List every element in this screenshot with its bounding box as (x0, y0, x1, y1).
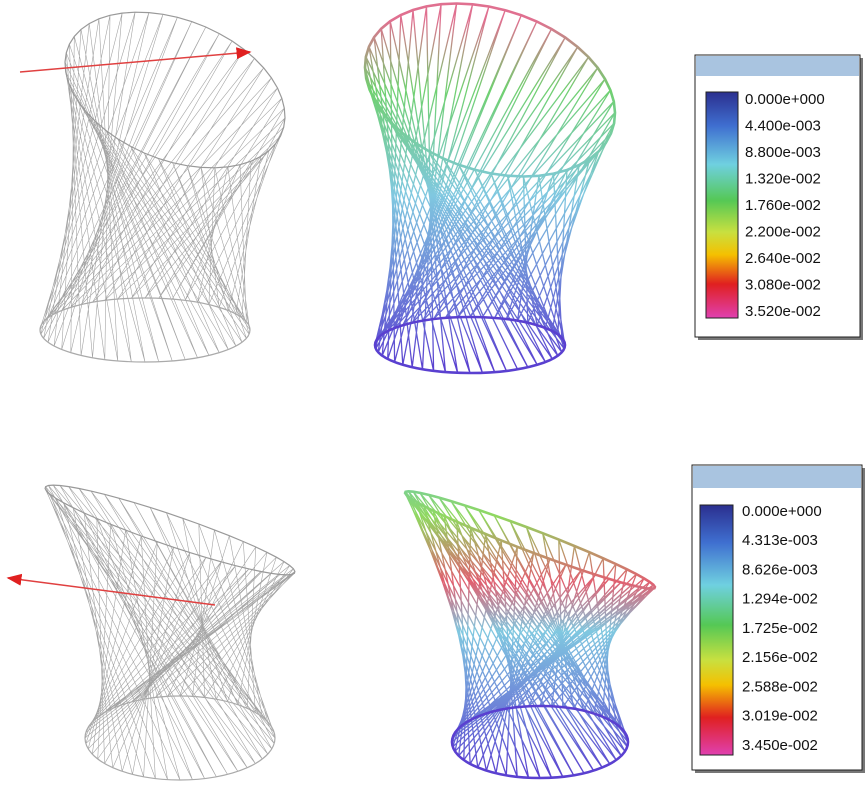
legend-label: 1.320e-002 (745, 170, 821, 187)
legend-header (696, 56, 859, 76)
color-bar (706, 92, 738, 318)
legends: 0.000e+000 4.400e-003 8.800e-003 1.320e-002… (692, 55, 865, 773)
models (40, 4, 655, 781)
legend-label: 0.000e+000 (745, 91, 825, 108)
legend-label: 1.294e-002 (742, 591, 818, 608)
wire-frame (405, 491, 655, 778)
top-ring (45, 485, 295, 575)
wire-frame (45, 485, 295, 780)
wire-frame (40, 12, 285, 362)
legend-label: 4.313e-003 (742, 532, 818, 549)
legend-label: 0.000e+000 (742, 503, 822, 520)
load-arrow (20, 52, 250, 72)
legend-label: 3.080e-002 (745, 276, 821, 293)
top-ring (65, 12, 285, 168)
legend-label: 2.156e-002 (742, 649, 818, 666)
legend-label: 8.800e-003 (745, 144, 821, 161)
legend-label: 2.640e-002 (745, 250, 821, 267)
legend-header (693, 466, 861, 488)
figure: 0.000e+000 4.400e-003 8.800e-003 1.320e-002… (0, 0, 868, 806)
legend-label: 1.760e-002 (745, 197, 821, 214)
legend-label: 2.200e-002 (745, 223, 821, 240)
legend-label: 8.626e-003 (742, 561, 818, 578)
legend-label: 3.019e-002 (742, 708, 818, 725)
legend-label: 2.588e-002 (742, 678, 818, 695)
legend-label: 3.520e-002 (745, 303, 821, 320)
legend-label: 4.400e-003 (745, 117, 821, 134)
color-bar (700, 505, 733, 755)
base-ring (40, 298, 250, 362)
legend-label: 3.450e-002 (742, 737, 818, 754)
legend-label: 1.725e-002 (742, 620, 818, 637)
